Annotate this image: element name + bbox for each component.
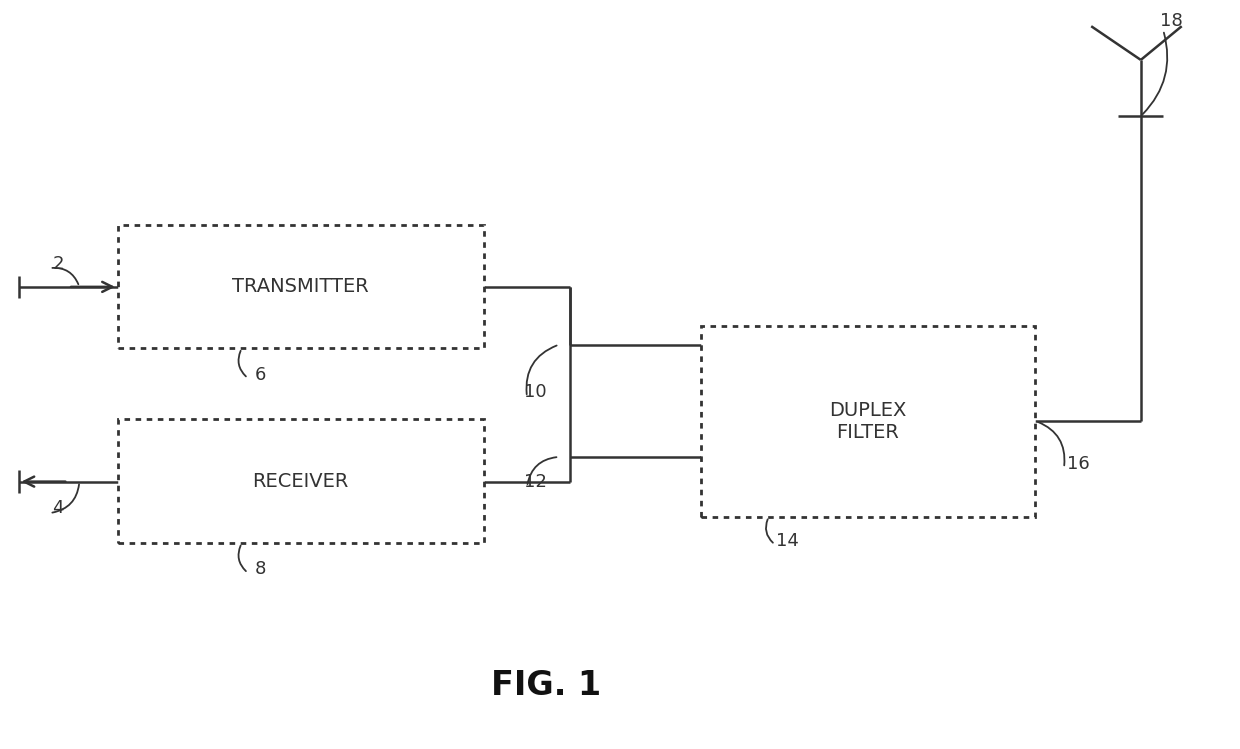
Text: 10: 10: [525, 383, 547, 401]
Text: 12: 12: [525, 473, 547, 491]
Text: 14: 14: [776, 532, 799, 550]
Text: 18: 18: [1161, 12, 1183, 30]
Text: FIG. 1: FIG. 1: [491, 669, 600, 702]
Text: 8: 8: [254, 560, 267, 578]
Text: 16: 16: [1068, 455, 1090, 473]
Text: 2: 2: [52, 255, 64, 273]
FancyBboxPatch shape: [118, 419, 484, 543]
Text: DUPLEX
FILTER: DUPLEX FILTER: [830, 401, 906, 442]
Text: RECEIVER: RECEIVER: [253, 472, 348, 491]
FancyBboxPatch shape: [118, 225, 484, 348]
FancyBboxPatch shape: [701, 326, 1035, 517]
Text: 4: 4: [52, 499, 64, 517]
Text: TRANSMITTER: TRANSMITTER: [232, 277, 370, 296]
Text: 6: 6: [254, 366, 267, 383]
